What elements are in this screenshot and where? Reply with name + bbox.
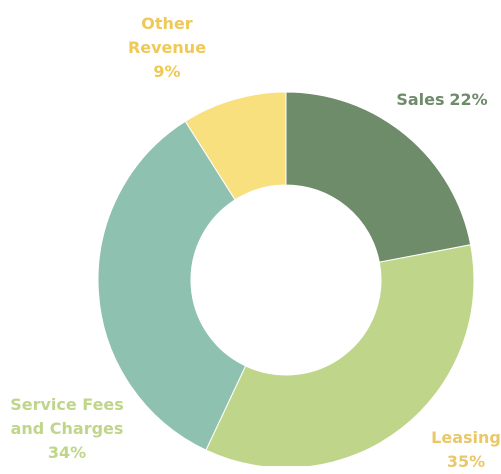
donut-slice [205, 244, 475, 466]
donut-slice [97, 120, 247, 451]
category-label: Leasing [431, 428, 501, 447]
value-label: 9% [153, 62, 181, 81]
slice-label: Service Fees and Charges 34% [2, 393, 132, 465]
slice-label: Leasing 35% [426, 426, 501, 474]
category-label: Other Revenue [127, 14, 207, 57]
category-label: Sales [396, 90, 445, 109]
value-label: 35% [446, 452, 486, 471]
donut-slice [285, 91, 472, 263]
value-label: 34% [47, 443, 87, 462]
category-label: Service Fees and Charges [10, 395, 124, 438]
donut-slice [184, 91, 287, 201]
value-label: 22% [449, 90, 488, 109]
slice-label: Other Revenue 9% [122, 12, 212, 84]
slice-label: Sales 22% [372, 88, 501, 112]
